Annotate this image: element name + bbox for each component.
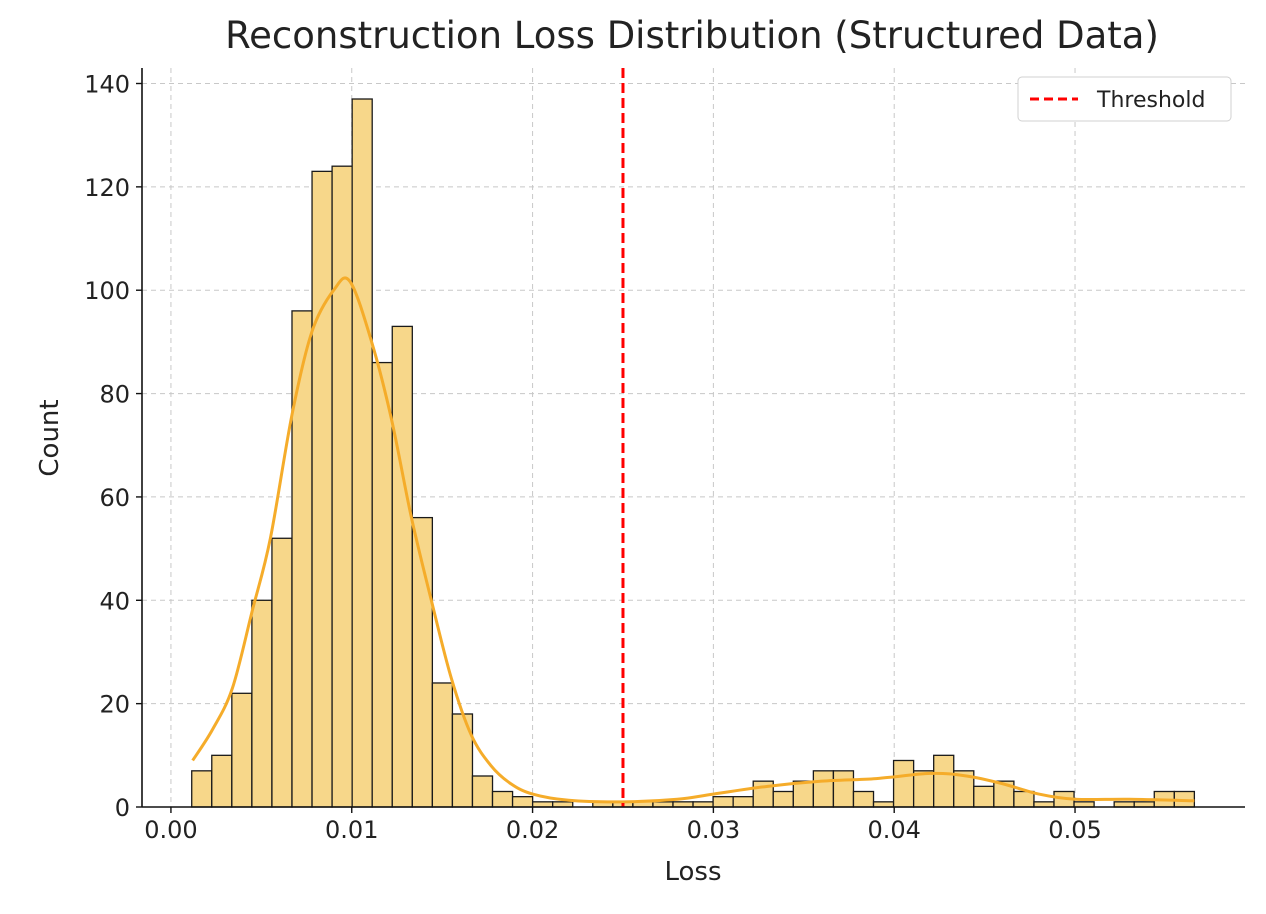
x-tick-label: 0.01 — [325, 816, 378, 844]
x-axis-label: Loss — [664, 857, 721, 887]
histogram-bar — [351, 98, 373, 808]
histogram-bar — [391, 325, 413, 808]
histogram-bar — [1013, 790, 1035, 808]
x-tick-label: 0.00 — [144, 816, 197, 844]
histogram-bar — [892, 759, 915, 808]
y-tick-label: 20 — [99, 691, 130, 719]
histogram-bar — [251, 599, 273, 808]
x-tick-label: 0.05 — [1048, 816, 1101, 844]
legend: Threshold — [1017, 76, 1232, 122]
y-tick-label: 120 — [84, 174, 130, 202]
legend-threshold-label: Threshold — [1096, 88, 1205, 113]
histogram-bar — [211, 754, 233, 808]
histogram-bar — [231, 692, 253, 808]
histogram-bar — [271, 537, 293, 808]
y-tick-label: 140 — [84, 71, 130, 99]
axes: 0.00 0.01 0.02 0.03 0.04 0.05 0 20 40 60 80 100 120 1… — [84, 68, 1245, 844]
histogram-bar — [792, 780, 815, 808]
histogram-bar — [832, 770, 855, 808]
y-tick-label: 80 — [99, 381, 130, 409]
histogram-bar — [311, 170, 333, 808]
bars — [191, 98, 1196, 808]
y-tick-label: 100 — [84, 277, 130, 305]
histogram-bar — [772, 790, 794, 808]
x-tick-label: 0.02 — [506, 816, 559, 844]
histogram-bar — [491, 790, 514, 808]
legend-box — [1017, 76, 1232, 122]
histogram-bar — [712, 796, 734, 808]
x-tick-label: 0.03 — [687, 816, 740, 844]
histogram-bar — [912, 770, 935, 808]
histogram-bar — [511, 796, 534, 808]
kde-curve — [191, 276, 1195, 804]
histogram-bar — [933, 754, 955, 808]
histogram-bar — [471, 775, 494, 808]
histogram-bar — [852, 790, 875, 808]
x-tick-label: 0.04 — [867, 816, 920, 844]
y-tick-label: 0 — [115, 794, 130, 822]
y-tick-label: 60 — [99, 484, 130, 512]
histogram-bar — [812, 770, 835, 808]
chart-title: Reconstruction Loss Distribution (Struct… — [225, 14, 1159, 57]
histogram-bar — [191, 770, 213, 808]
y-tick-label: 40 — [99, 587, 130, 615]
kde-curve-group — [191, 276, 1195, 804]
y-axis-label: Count — [35, 399, 65, 476]
histogram-bar — [291, 310, 313, 808]
histogram-bar — [371, 361, 393, 808]
histogram-bar — [973, 785, 995, 808]
histogram-bar — [431, 682, 454, 808]
histogram-bar — [331, 165, 353, 808]
histogram-bar — [732, 796, 754, 808]
